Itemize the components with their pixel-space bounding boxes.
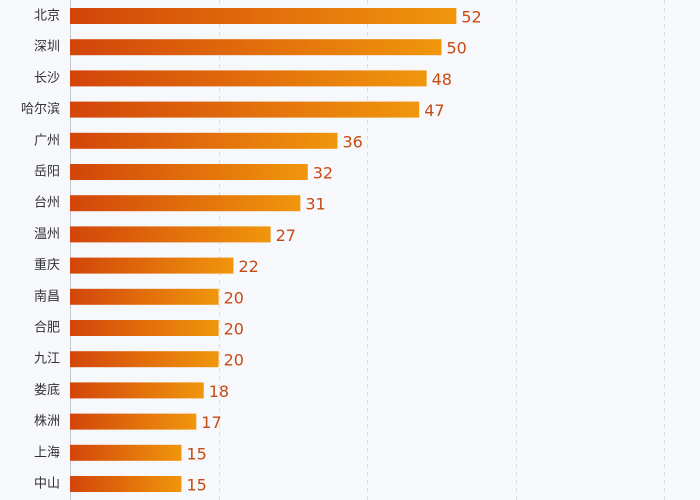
category-label: 温州 — [34, 227, 60, 242]
category-label: 南昌 — [34, 288, 60, 304]
bar — [70, 164, 308, 180]
value-label: 52 — [461, 8, 481, 27]
category-label: 长沙 — [34, 71, 60, 86]
value-label: 22 — [238, 257, 258, 276]
bar — [70, 195, 301, 212]
value-label: 32 — [313, 164, 333, 183]
bar — [70, 444, 182, 461]
value-label: 31 — [305, 195, 325, 214]
category-label: 台州 — [34, 196, 60, 211]
value-label: 27 — [276, 226, 296, 245]
category-label: 北京 — [34, 9, 60, 24]
category-label: 重庆 — [34, 257, 60, 273]
value-label: 17 — [201, 413, 221, 432]
value-label: 18 — [209, 382, 229, 401]
value-label: 20 — [224, 351, 244, 370]
category-label: 哈尔滨 — [21, 101, 60, 117]
bar — [70, 70, 427, 87]
bar — [70, 476, 182, 492]
category-label: 中山 — [34, 477, 60, 492]
bar — [70, 101, 420, 118]
bar — [70, 8, 457, 24]
value-label: 20 — [224, 320, 244, 339]
category-label: 九江 — [34, 352, 60, 367]
value-label: 36 — [342, 132, 362, 151]
value-label: 50 — [447, 39, 467, 58]
bar — [70, 413, 197, 430]
bar — [70, 382, 204, 399]
category-label: 岳阳 — [34, 165, 60, 180]
category-label: 上海 — [34, 445, 60, 460]
bar — [70, 132, 338, 149]
bar — [70, 226, 271, 243]
value-label: 47 — [424, 101, 444, 120]
value-label: 15 — [186, 476, 206, 495]
category-label: 株洲 — [34, 414, 60, 429]
bar-layer — [70, 8, 457, 492]
label-layer: 北京 52 深圳 50 长沙 48 哈尔滨 47 广州 36 岳阳 32 台州 31 温州 27 重庆 22 南昌 2… — [21, 8, 482, 495]
category-label: 广州 — [34, 133, 60, 148]
bar — [70, 320, 219, 336]
bar — [70, 257, 234, 274]
category-label: 娄底 — [34, 382, 60, 398]
category-label: 深圳 — [34, 40, 60, 55]
bar — [70, 288, 219, 305]
bar — [70, 351, 219, 368]
category-label: 合肥 — [34, 321, 60, 336]
value-label: 20 — [224, 288, 244, 307]
value-label: 15 — [186, 444, 206, 463]
value-label: 48 — [432, 70, 452, 89]
bar — [70, 39, 442, 56]
